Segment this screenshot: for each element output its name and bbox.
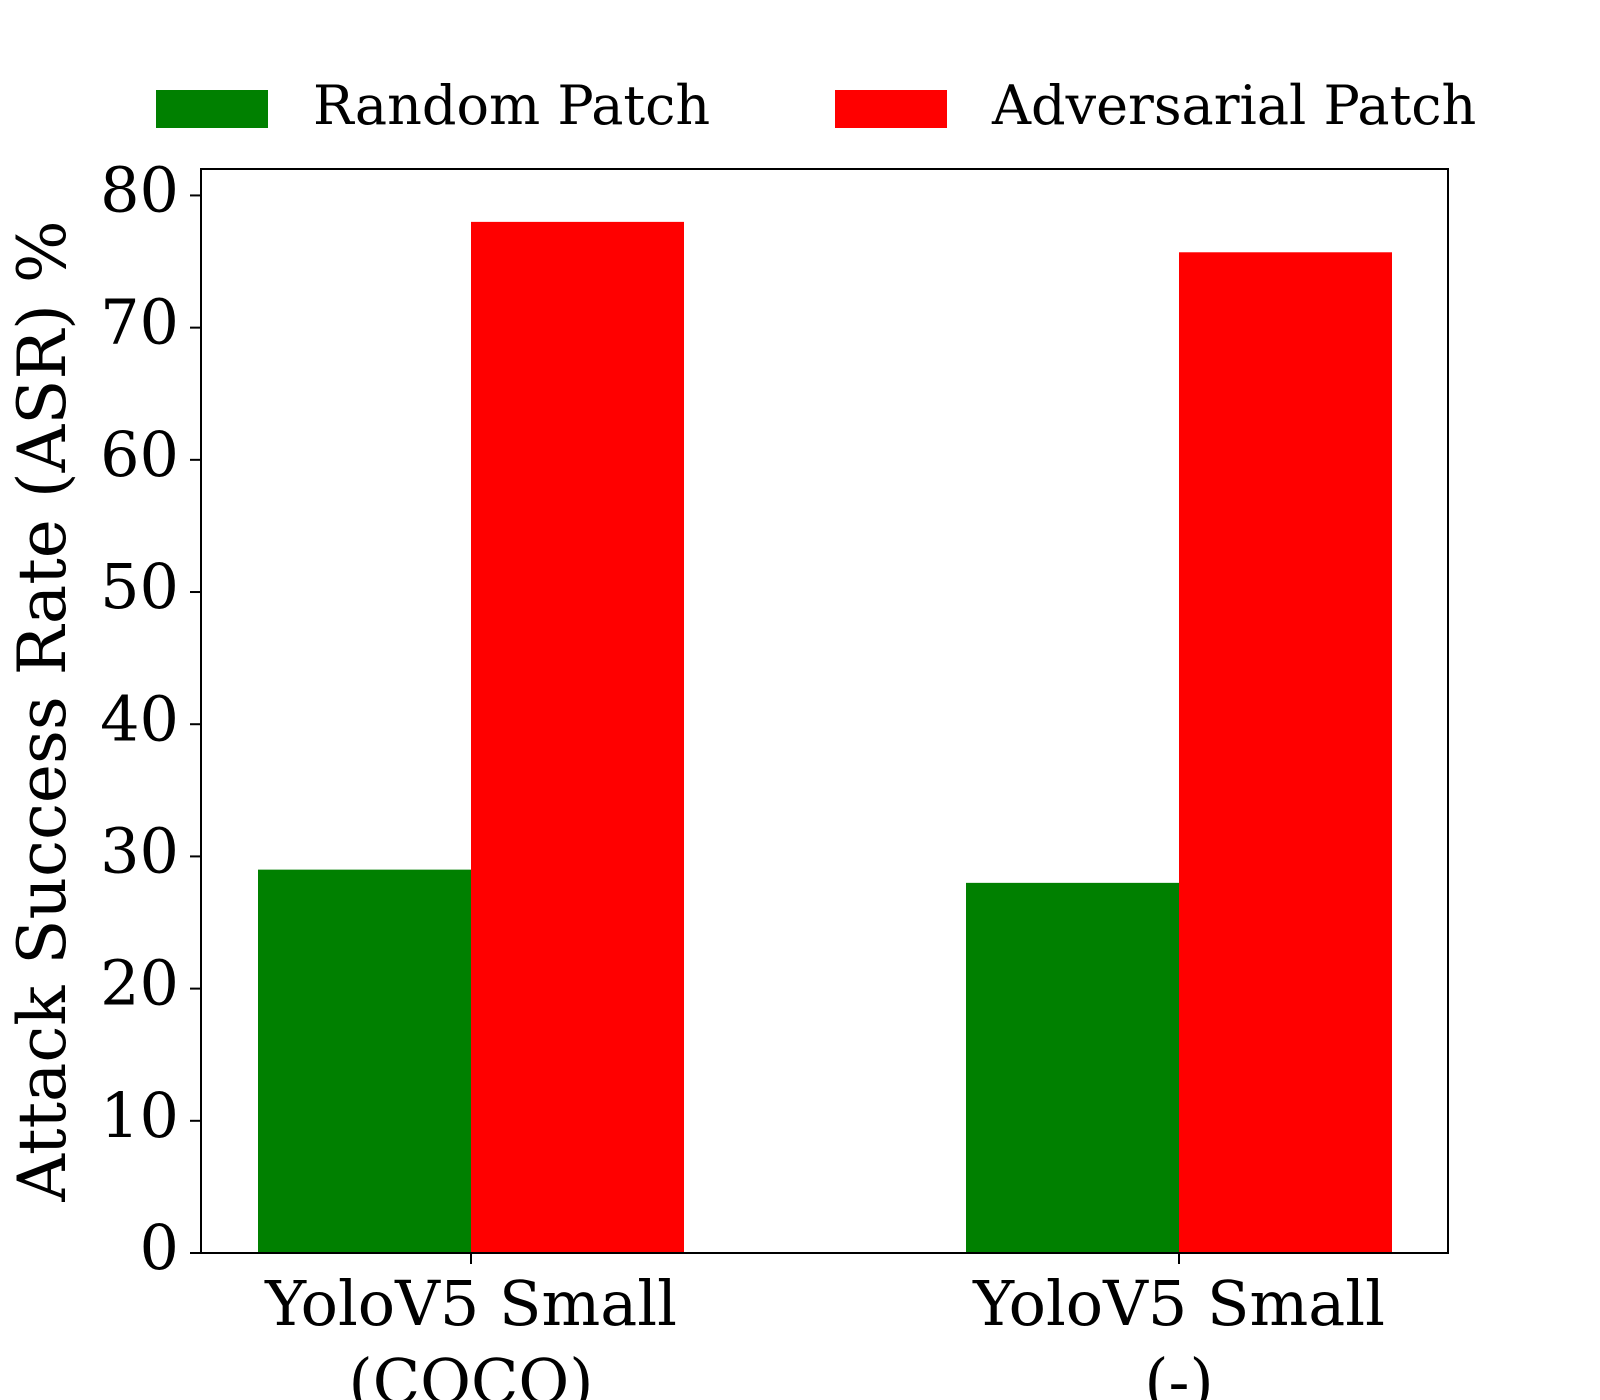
bar-adversarial-patch-2 [1179, 252, 1392, 1253]
bar-random-patch-2 [966, 882, 1179, 1253]
legend-swatch-adversarial-patch [835, 90, 947, 128]
x-category-label-2-line-1: YoloV5 Small [972, 1267, 1385, 1340]
y-axis: 0 10 20 30 40 50 60 70 80 [100, 154, 201, 1284]
plot-frame [200, 168, 1449, 1254]
x-axis: YoloV5 Small(COCO)YoloV5 Small(-) [264, 1253, 1385, 1400]
y-axis-label: Attack Success Rate (ASR) % [4, 220, 81, 1202]
y-tick-label-40: 40 [100, 682, 179, 755]
y-tick-label-20: 20 [100, 947, 179, 1020]
y-tick-label-70: 70 [100, 286, 179, 359]
legend: Random Patch Adversarial Patch [156, 74, 1476, 137]
y-tick-label-80: 80 [100, 154, 179, 227]
legend-label-adversarial-patch: Adversarial Patch [991, 74, 1476, 137]
bar-random-patch-1 [258, 869, 471, 1253]
legend-label-random-patch: Random Patch [313, 74, 710, 137]
x-category-label-1-line-2: (COCO) [349, 1345, 594, 1400]
y-tick-label-30: 30 [100, 815, 179, 888]
y-tick-label-50: 50 [100, 550, 179, 623]
bars [258, 221, 1392, 1253]
x-category-label-2-line-2: (-) [1144, 1345, 1213, 1400]
bar-adversarial-patch-1 [471, 221, 684, 1253]
y-tick-label-0: 0 [140, 1211, 179, 1284]
x-category-label-1-line-1: YoloV5 Small [264, 1267, 677, 1340]
y-tick-label-10: 10 [100, 1079, 179, 1152]
y-tick-label-60: 60 [100, 418, 179, 491]
legend-swatch-random-patch [156, 90, 268, 128]
